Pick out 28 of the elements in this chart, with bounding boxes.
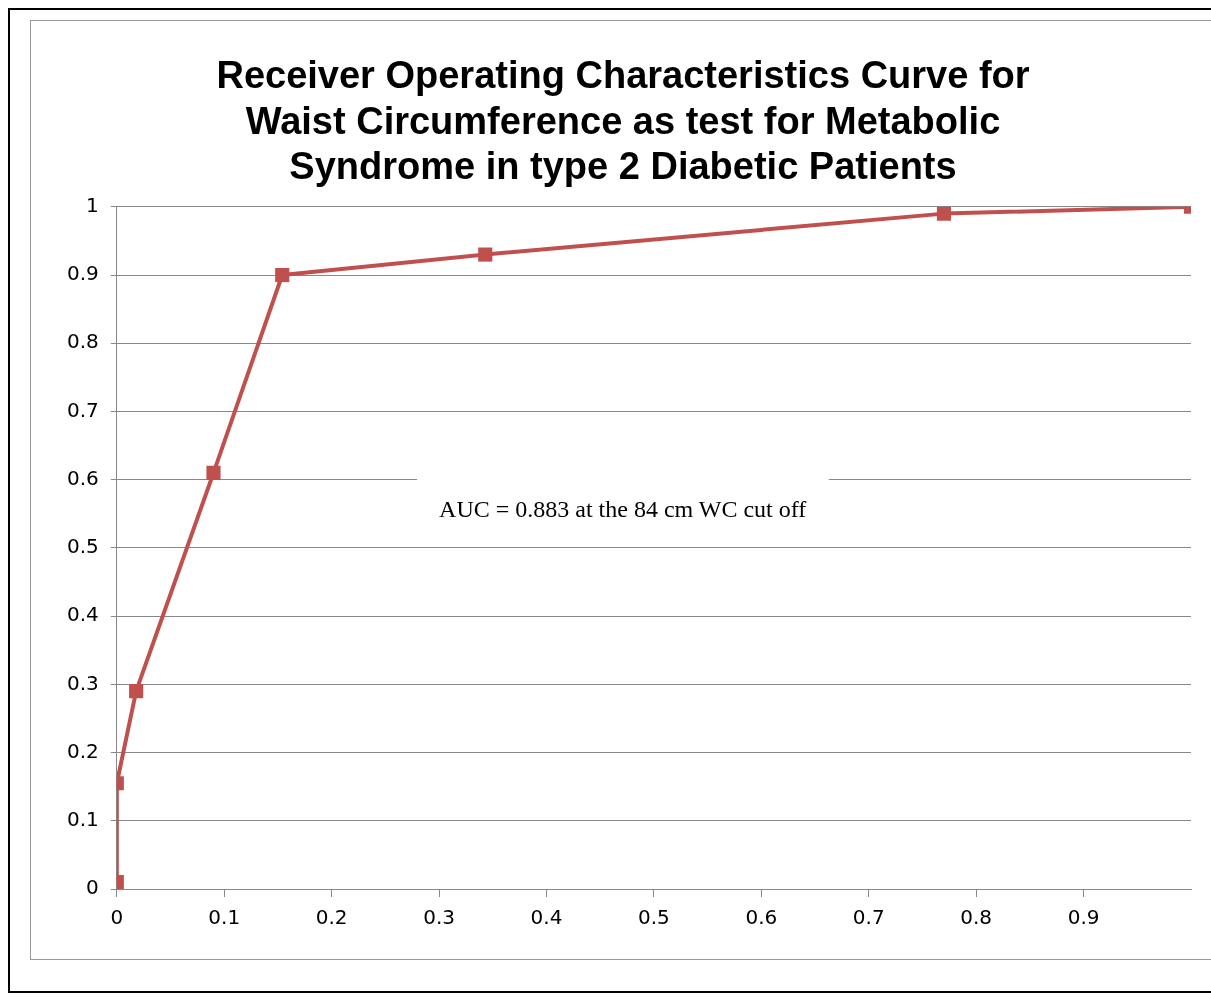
x-tick-label: 0.1 [208,905,241,930]
x-tick-label: 0 [110,905,124,930]
point [478,247,493,262]
y-tick-label: 0 [86,875,99,900]
x-tick-label: 0.5 [638,905,670,930]
chart-title: Receiver Operating Characteristics Curve for Waist Circumference as test for Metabolic Syndrome in type 2 Diabetic Patients [216,54,1030,188]
y-tick-label: 0.8 [66,329,99,354]
y-tick-label: 0.5 [66,534,99,559]
x-tick-label: 0.9 [1067,905,1100,930]
y-tick-label: 0.6 [66,465,99,490]
y-tick-label: 0.7 [66,397,99,422]
y-tick-label: 0.4 [66,602,99,627]
y-tick-label: 0.2 [66,738,99,763]
x-tick-label: 0.3 [423,905,455,930]
y-tick-label: 0.1 [66,806,99,831]
y-tick-label: 0.3 [66,670,99,695]
point [129,684,144,699]
y-tick-label: 1 [86,193,99,217]
x-tick-label: 0.6 [745,905,778,930]
point [936,206,952,221]
point [275,267,290,283]
x-tick-label: 0.2 [315,905,348,930]
x-tick-label: 0.7 [852,905,885,930]
x-tick-label: 0.8 [960,905,993,930]
annotation: AUC = 0.883 at the 84 cm WC cut off [439,496,807,523]
point [206,465,221,480]
y-tick-label: 0.9 [66,261,99,286]
x-tick-label: 0.4 [530,905,563,930]
